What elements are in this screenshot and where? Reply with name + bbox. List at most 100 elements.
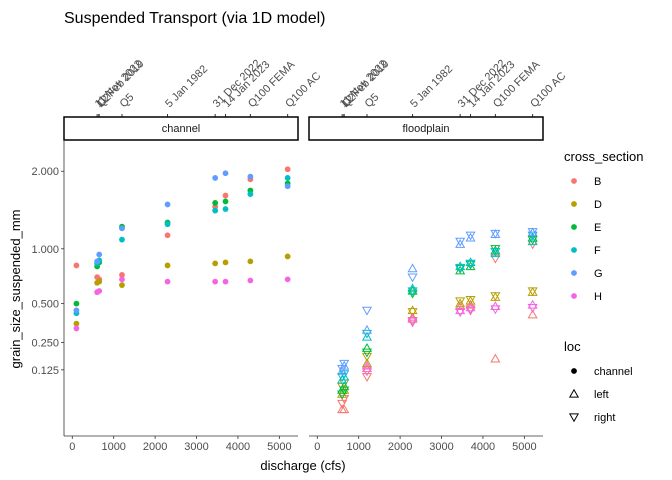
data-point [212,207,219,214]
data-point [96,288,103,294]
data-point [407,318,418,328]
data-point [361,360,373,370]
legend-color-title: cross_section [564,149,643,164]
data-point [339,386,350,396]
data-point [73,325,80,332]
data-point [284,175,291,181]
data-point [465,305,476,315]
data-point [490,305,501,315]
data-point [465,306,476,316]
data-point [361,367,373,377]
data-point [222,259,229,266]
data-point [339,359,350,369]
data-point [212,175,219,181]
data-point [164,262,171,269]
event-label: Q5 [118,91,137,110]
data-point [361,348,373,358]
data-point [455,263,466,273]
data-point [164,201,171,208]
legend-color-key [571,270,577,276]
data-point [73,307,80,314]
data-point [247,191,254,197]
legend-color-label: G [594,268,603,280]
data-point [222,170,229,177]
data-point [465,296,476,305]
data-point [73,300,80,307]
x-tick-label: 3000 [184,441,208,453]
legend-color-key [571,224,577,230]
data-point [361,342,373,352]
data-point [164,278,171,285]
legend-color-label: F [594,245,601,257]
data-point [527,304,538,313]
data-point [247,277,254,284]
data-point [337,364,348,374]
data-point [490,292,501,302]
data-point [490,353,501,363]
data-point [455,297,466,307]
data-point [465,257,476,267]
data-point [407,305,418,315]
x-tick-label: 5000 [512,441,536,453]
x-tick-label: 3000 [429,441,453,453]
event-label: Q100 AC [283,70,323,110]
data-point [361,306,373,316]
strip-label: channel [162,123,201,135]
data-point [361,329,373,339]
data-point [361,324,373,334]
data-point [339,404,350,414]
data-point [73,262,80,269]
data-point [222,278,229,285]
data-point [212,260,219,267]
y-tick-label: 2.000 [31,166,59,178]
legend-color-label: H [594,291,602,303]
data-point [284,166,291,173]
data-point [96,251,103,258]
legend-color-label: B [594,176,601,188]
strip-floodplain [308,116,544,141]
legend-color-label: D [594,199,602,211]
data-point [465,231,476,241]
data-point [465,259,476,269]
data-point [465,232,476,242]
data-point [339,371,350,381]
data-point [119,236,125,243]
x-tick-label: 2000 [388,441,412,453]
legend-shape-key [568,413,580,423]
data-point [222,192,229,199]
data-point [361,373,373,383]
y-axis-title: grain_size_suspended_mm [8,210,23,369]
legend-color-key [571,247,577,253]
data-point [73,320,80,327]
data-point [339,381,350,391]
event-label: 5 Jan 1982 [163,63,210,110]
data-point [465,260,476,270]
x-tick-label: 1000 [101,441,125,453]
data-point [212,278,219,285]
data-point [222,198,229,205]
x-tick-label: 4000 [226,441,250,453]
legend-shape-title: loc [564,339,581,354]
legend-shape-label: left [594,389,609,401]
data-point [361,358,373,368]
data-point [247,258,254,265]
data-point [490,245,501,255]
data-point [119,225,125,232]
data-point [407,308,418,318]
data-point [284,253,291,260]
strip-channel [63,116,299,141]
data-point [119,276,125,283]
data-point [455,261,466,271]
legend-shape-label: channel [594,366,633,378]
data-point [455,264,466,274]
event-label: 5 Jan 1982 [408,63,455,110]
legend-shape-key [571,368,577,374]
data-point [337,365,348,375]
chart-title: Suspended Transport (via 1D model) [64,10,325,27]
data-point [490,229,501,239]
legend-color-label: E [594,222,601,234]
data-point [527,228,538,237]
